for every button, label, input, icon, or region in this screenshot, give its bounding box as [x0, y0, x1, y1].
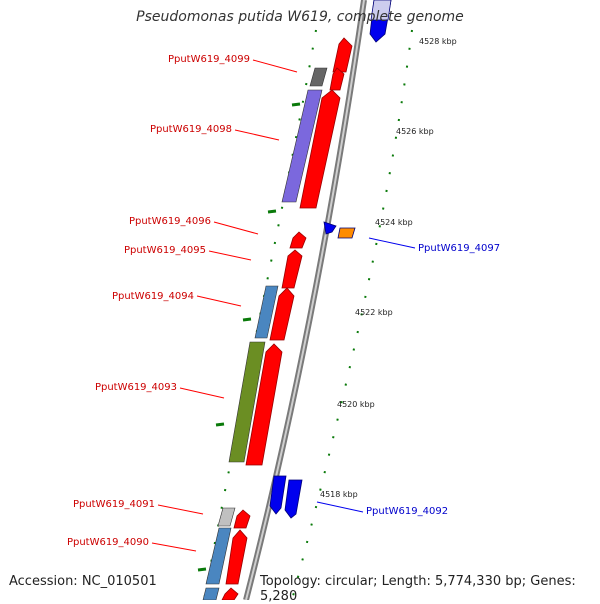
left-features [202, 67, 328, 600]
feature-steelblue-2 [205, 527, 232, 585]
gene-4094 [269, 287, 295, 341]
feature-grey [309, 67, 328, 87]
reverse-strand [269, 0, 392, 519]
gene-4096 [289, 231, 307, 249]
gene-4092a [269, 475, 287, 515]
gene-label-4097: PputW619_4097 [418, 243, 500, 254]
gene-label-4096: PputW619_4096 [129, 216, 211, 227]
outer-tick-guide-right [291, 29, 413, 600]
feature-steelblue-3 [202, 587, 220, 600]
gene-label-4095: PputW619_4095 [124, 245, 206, 256]
gene-label-4098: PputW619_4098 [150, 124, 232, 135]
forward-strand [221, 37, 353, 600]
feature-steelblue-1 [254, 285, 279, 339]
gene-4097a [323, 221, 337, 235]
tick-guides [203, 29, 413, 600]
gene-4090 [225, 529, 248, 585]
genome-title: Pseudomonas putida W619, complete genome [136, 9, 464, 25]
kbp-label-4518: 4518 kbp [320, 490, 358, 499]
kbp-label-4528: 4528 kbp [419, 37, 457, 46]
gene-4098 [299, 89, 341, 209]
kbp-label-4522: 4522 kbp [355, 308, 393, 317]
gene-4092b [284, 479, 303, 519]
kbp-label-4524: 4524 kbp [375, 218, 413, 227]
gene-label-4092: PputW619_4092 [366, 506, 448, 517]
leader-lines [151, 59, 416, 552]
gene-label-4091: PputW619_4091 [73, 499, 155, 510]
kbp-label-4526: 4526 kbp [396, 127, 434, 136]
gene-label-4099: PputW619_4099 [168, 54, 250, 65]
gene-4097 [337, 227, 356, 239]
feature-lightgrey [217, 507, 236, 527]
feature-green [228, 341, 266, 463]
gene-label-4093: PputW619_4093 [95, 382, 177, 393]
gene-4091 [233, 509, 251, 529]
gene-top-lavender [370, 0, 392, 21]
gene-4099 [329, 67, 345, 91]
accession-text: Accession: NC_010501 [9, 574, 157, 589]
major-ticks [197, 102, 301, 572]
gene-4095 [281, 249, 303, 289]
gene-4099b [332, 37, 353, 73]
gene-label-4094: PputW619_4094 [112, 291, 194, 302]
gene-label-4090: PputW619_4090 [67, 537, 149, 548]
gene-4089 [221, 587, 239, 600]
feature-purple [281, 89, 323, 203]
kbp-label-4520: 4520 kbp [337, 400, 375, 409]
gene-4093 [245, 343, 283, 466]
